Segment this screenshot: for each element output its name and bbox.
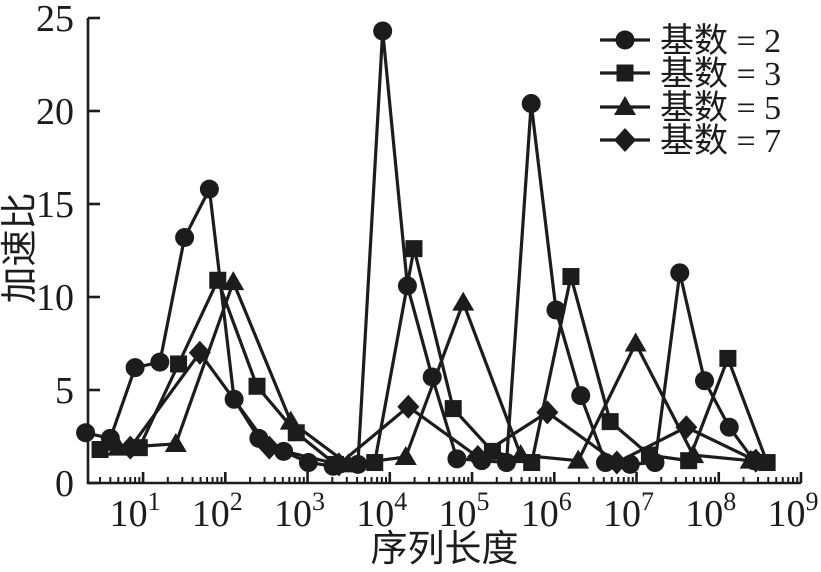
legend: 基数 = 2基数 = 3基数 = 5基数 = 7 xyxy=(600,22,781,160)
data-point-triangle xyxy=(567,449,590,469)
data-point-square xyxy=(483,442,501,460)
legend-item-radix-2: 基数 = 2 xyxy=(600,22,781,60)
data-point-circle xyxy=(546,300,566,320)
data-point-circle xyxy=(447,449,467,469)
data-point-square xyxy=(444,400,462,418)
data-point-diamond xyxy=(466,444,489,469)
data-point-diamond xyxy=(614,128,636,152)
data-point-circle xyxy=(373,21,393,41)
data-point-triangle xyxy=(614,96,636,115)
data-point-diamond xyxy=(188,340,211,365)
data-point-square xyxy=(91,441,109,459)
data-point-triangle xyxy=(164,432,187,452)
data-point-circle xyxy=(571,386,591,406)
x-tick-label: 109 xyxy=(768,487,819,535)
data-point-diamond xyxy=(605,450,628,475)
data-point-triangle xyxy=(394,445,417,465)
data-point-square xyxy=(405,240,423,258)
data-point-circle xyxy=(670,263,690,283)
x-tick-label: 106 xyxy=(521,487,572,535)
data-point-triangle xyxy=(279,410,302,430)
data-point-diamond xyxy=(327,452,350,477)
data-point-circle xyxy=(150,352,170,372)
series-radix-3 xyxy=(91,240,776,473)
data-point-square xyxy=(601,413,619,431)
data-point-triangle xyxy=(624,332,647,352)
data-point-triangle xyxy=(509,444,532,464)
data-point-circle xyxy=(719,417,739,437)
y-tick-label: 0 xyxy=(55,463,74,505)
data-point-square xyxy=(616,64,634,82)
data-point-circle xyxy=(125,358,145,378)
x-tick-label: 108 xyxy=(685,487,736,535)
data-point-diamond xyxy=(397,394,420,419)
y-tick-label: 25 xyxy=(36,0,74,40)
y-axis: 0 5 10 15 20 25 xyxy=(36,0,100,505)
data-point-square xyxy=(640,446,658,464)
data-point-diamond xyxy=(675,415,698,440)
legend-item-radix-3: 基数 = 3 xyxy=(600,55,781,93)
x-axis-title: 序列长度 xyxy=(371,528,519,570)
legend-label: 基数 = 3 xyxy=(660,55,781,93)
x-tick-label: 107 xyxy=(603,487,654,535)
data-point-square xyxy=(248,377,266,395)
data-point-triangle xyxy=(452,291,475,311)
legend-label: 基数 = 7 xyxy=(660,122,781,160)
data-point-diamond xyxy=(536,400,559,425)
data-point-square xyxy=(209,271,227,289)
data-point-diamond xyxy=(119,435,142,460)
legend-label: 基数 = 2 xyxy=(660,22,781,60)
series-radix-7 xyxy=(119,340,767,477)
x-tick-label: 103 xyxy=(274,487,325,535)
data-point-square xyxy=(562,268,580,286)
legend-item-radix-7: 基数 = 7 xyxy=(600,122,781,160)
data-point-circle xyxy=(199,179,219,199)
data-point-circle xyxy=(695,371,715,391)
y-tick-label: 10 xyxy=(36,277,74,319)
x-tick-label: 105 xyxy=(439,487,490,535)
data-point-square xyxy=(170,355,188,373)
x-tick-label: 104 xyxy=(356,487,407,535)
x-axis: 101 102 103 104 105 106 107 108 109 xyxy=(99,472,819,535)
data-point-triangle xyxy=(222,271,245,291)
legend-item-radix-5: 基数 = 5 xyxy=(600,89,781,127)
data-point-circle xyxy=(175,227,195,247)
data-point-square xyxy=(719,349,737,367)
y-tick-label: 15 xyxy=(36,184,74,226)
y-axis-title: 加速比 xyxy=(0,193,41,304)
data-point-diamond xyxy=(258,435,281,460)
legend-label: 基数 = 5 xyxy=(660,89,781,127)
x-tick-label: 102 xyxy=(192,487,243,535)
data-point-circle xyxy=(76,423,96,443)
data-point-circle xyxy=(615,30,635,50)
y-tick-label: 20 xyxy=(36,91,74,133)
x-tick-label: 101 xyxy=(110,487,161,535)
data-point-triangle xyxy=(682,444,705,464)
data-point-diamond xyxy=(744,448,767,473)
y-tick-label: 5 xyxy=(55,370,74,412)
data-point-circle xyxy=(521,94,541,114)
